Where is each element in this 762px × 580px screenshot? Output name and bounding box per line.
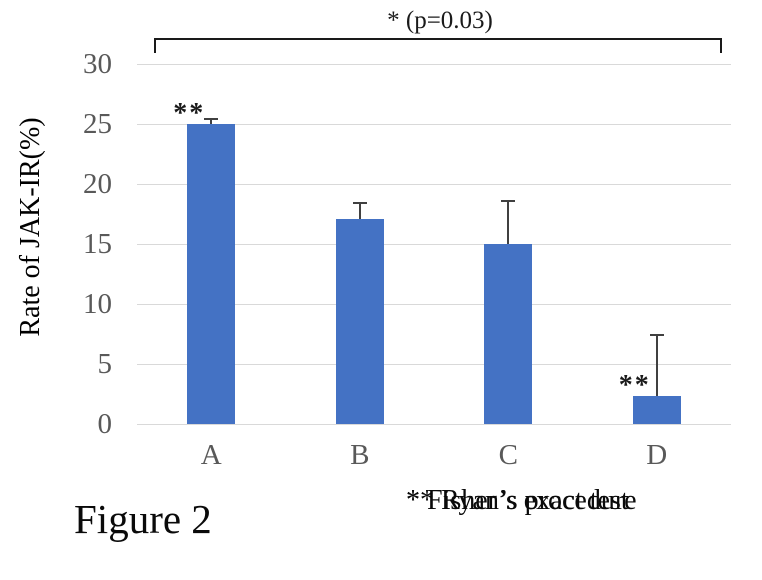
annotation-D: **	[618, 370, 651, 402]
gridline-y25	[137, 123, 731, 125]
y-tick-label-30: 30	[83, 48, 112, 80]
bar-D	[632, 396, 681, 424]
y-tick-label-0: 0	[97, 408, 113, 440]
gridline-y20	[137, 183, 731, 185]
significance-bracket	[154, 38, 722, 53]
bar-B	[335, 218, 384, 424]
y-tick-label-25: 25	[83, 108, 112, 140]
figure-caption: Figure 2	[74, 496, 212, 542]
gridline-y15	[137, 243, 731, 245]
y-tick-label-15: 15	[83, 228, 112, 260]
bar-A	[187, 124, 236, 424]
error-bar-cap-B	[352, 202, 367, 205]
x-category-label-C: C	[498, 439, 518, 471]
error-bar-cap-D	[649, 334, 664, 337]
gridline-y10	[137, 303, 731, 305]
error-bar-cap-A	[204, 118, 219, 121]
gridline-y30	[137, 63, 731, 65]
error-bar-B	[358, 203, 361, 219]
y-tick-label-5: 5	[97, 348, 113, 380]
x-category-label-D: D	[646, 439, 668, 471]
error-bar-D	[655, 335, 658, 397]
y-tick-label-20: 20	[83, 168, 112, 200]
gridline-y5	[137, 363, 731, 365]
bar-C	[484, 244, 533, 424]
x-category-label-A: A	[200, 439, 222, 471]
significance-label: * (p=0.03)	[387, 7, 493, 34]
footnote-fisher: * Fisher’s exact test	[406, 485, 629, 516]
error-bar-A	[210, 119, 213, 124]
footnote-ryan: ** Ryan’s procedure	[406, 485, 637, 516]
error-bar-cap-C	[501, 199, 516, 202]
y-tick-label-10: 10	[83, 288, 112, 320]
error-bar-C	[507, 200, 510, 244]
annotation-A: **	[173, 98, 206, 129]
gridline-y0	[137, 423, 731, 425]
x-category-label-B: B	[350, 439, 370, 471]
